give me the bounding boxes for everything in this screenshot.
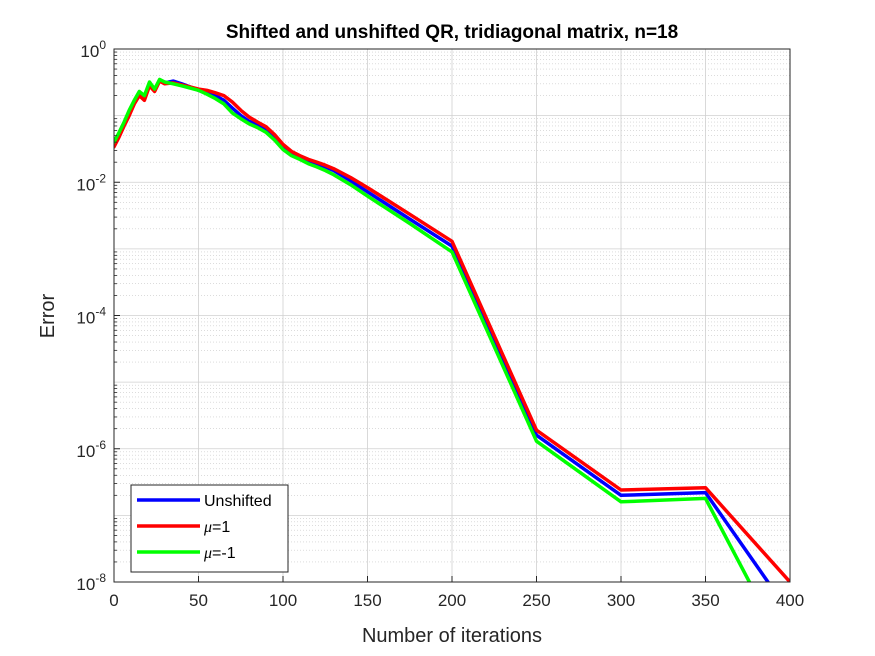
legend-entry: μ=-1 xyxy=(203,545,236,562)
x-tick-label: 100 xyxy=(269,591,297,610)
x-tick-label: 300 xyxy=(607,591,635,610)
y-tick-label: 10-8 xyxy=(76,571,106,594)
y-tick-label: 10-6 xyxy=(76,438,106,461)
x-tick-label: 250 xyxy=(522,591,550,610)
series-layer xyxy=(114,77,790,582)
x-tick-label: 50 xyxy=(189,591,208,610)
legend-entry: Unshifted xyxy=(204,493,272,510)
y-tick-labels: 10-8 10-6 10-4 10-2 100 xyxy=(76,38,106,594)
x-tick-label: 350 xyxy=(691,591,719,610)
tick-marks xyxy=(113,48,791,583)
x-tick-label: 400 xyxy=(776,591,804,610)
y-tick-label: 100 xyxy=(80,38,106,61)
x-tick-label: 200 xyxy=(438,591,466,610)
x-tick-label: 0 xyxy=(109,591,118,610)
x-tick-labels: 0 50 100 150 200 250 300 350 400 xyxy=(109,591,804,610)
y-tick-label: 10-4 xyxy=(76,305,106,328)
y-axis-label: Error xyxy=(37,293,59,338)
legend: Unshifted μ=1 μ=-1 xyxy=(130,484,289,573)
x-tick-label: 150 xyxy=(353,591,381,610)
legend-box xyxy=(130,484,289,573)
legend-entry: μ=1 xyxy=(203,519,230,536)
chart-title: Shifted and unshifted QR, tridiagonal ma… xyxy=(226,22,678,43)
y-tick-label: 10-2 xyxy=(76,171,106,194)
series-line-3 xyxy=(114,77,752,582)
x-axis-label: Number of iterations xyxy=(362,625,542,647)
